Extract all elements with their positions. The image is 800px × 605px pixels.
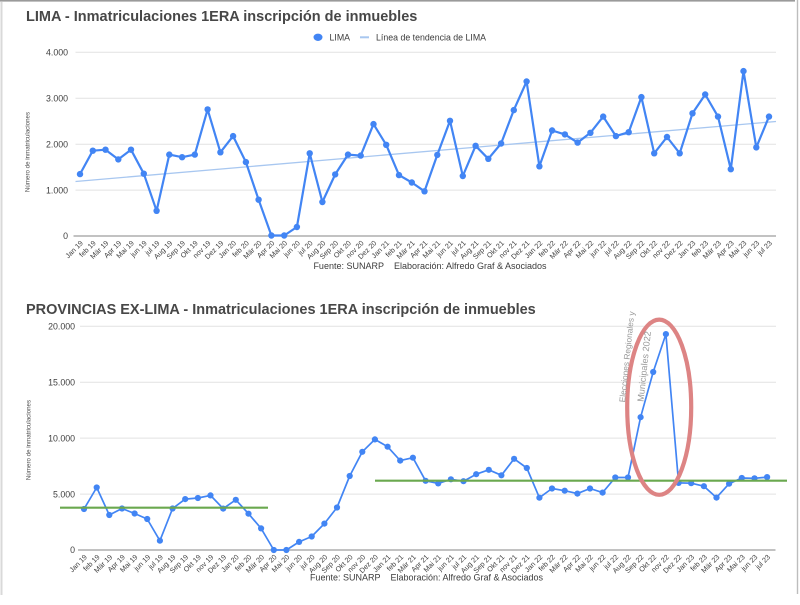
svg-text:10.000: 10.000 <box>48 433 75 443</box>
svg-text:LIMA: LIMA <box>330 33 351 43</box>
svg-text:4.000: 4.000 <box>46 48 68 58</box>
svg-text:2.000: 2.000 <box>46 139 68 149</box>
svg-text:Línea de tendencia de LIMA: Línea de tendencia de LIMA <box>376 33 486 43</box>
svg-text:Fuente: SUNARP Elaboración:: Fuente: SUNARP Elaboración: Alfredo Graf… <box>310 573 544 583</box>
svg-text:0: 0 <box>70 545 75 555</box>
svg-text:15.000: 15.000 <box>48 377 75 387</box>
svg-text:Fuente: SUNARP Elaboración:: Fuente: SUNARP Elaboración: Alfredo Graf… <box>313 261 547 271</box>
svg-text:0: 0 <box>63 231 68 241</box>
svg-text:1.000: 1.000 <box>46 185 68 195</box>
svg-text:PROVINCIAS EX-LIMA - Inmatricu: PROVINCIAS EX-LIMA - Inmatriculaciones 1… <box>26 302 536 318</box>
svg-text:Número de inmatriculaciones: Número de inmatriculaciones <box>26 400 33 480</box>
svg-text:Número de inmatriculaciones: Número de inmatriculaciones <box>25 112 32 192</box>
svg-text:3.000: 3.000 <box>46 93 68 103</box>
svg-text:LIMA - Inmatriculaciones 1ERA: LIMA - Inmatriculaciones 1ERA inscripció… <box>26 9 417 25</box>
svg-text:20.000: 20.000 <box>48 322 75 332</box>
svg-text:5.000: 5.000 <box>53 489 75 499</box>
